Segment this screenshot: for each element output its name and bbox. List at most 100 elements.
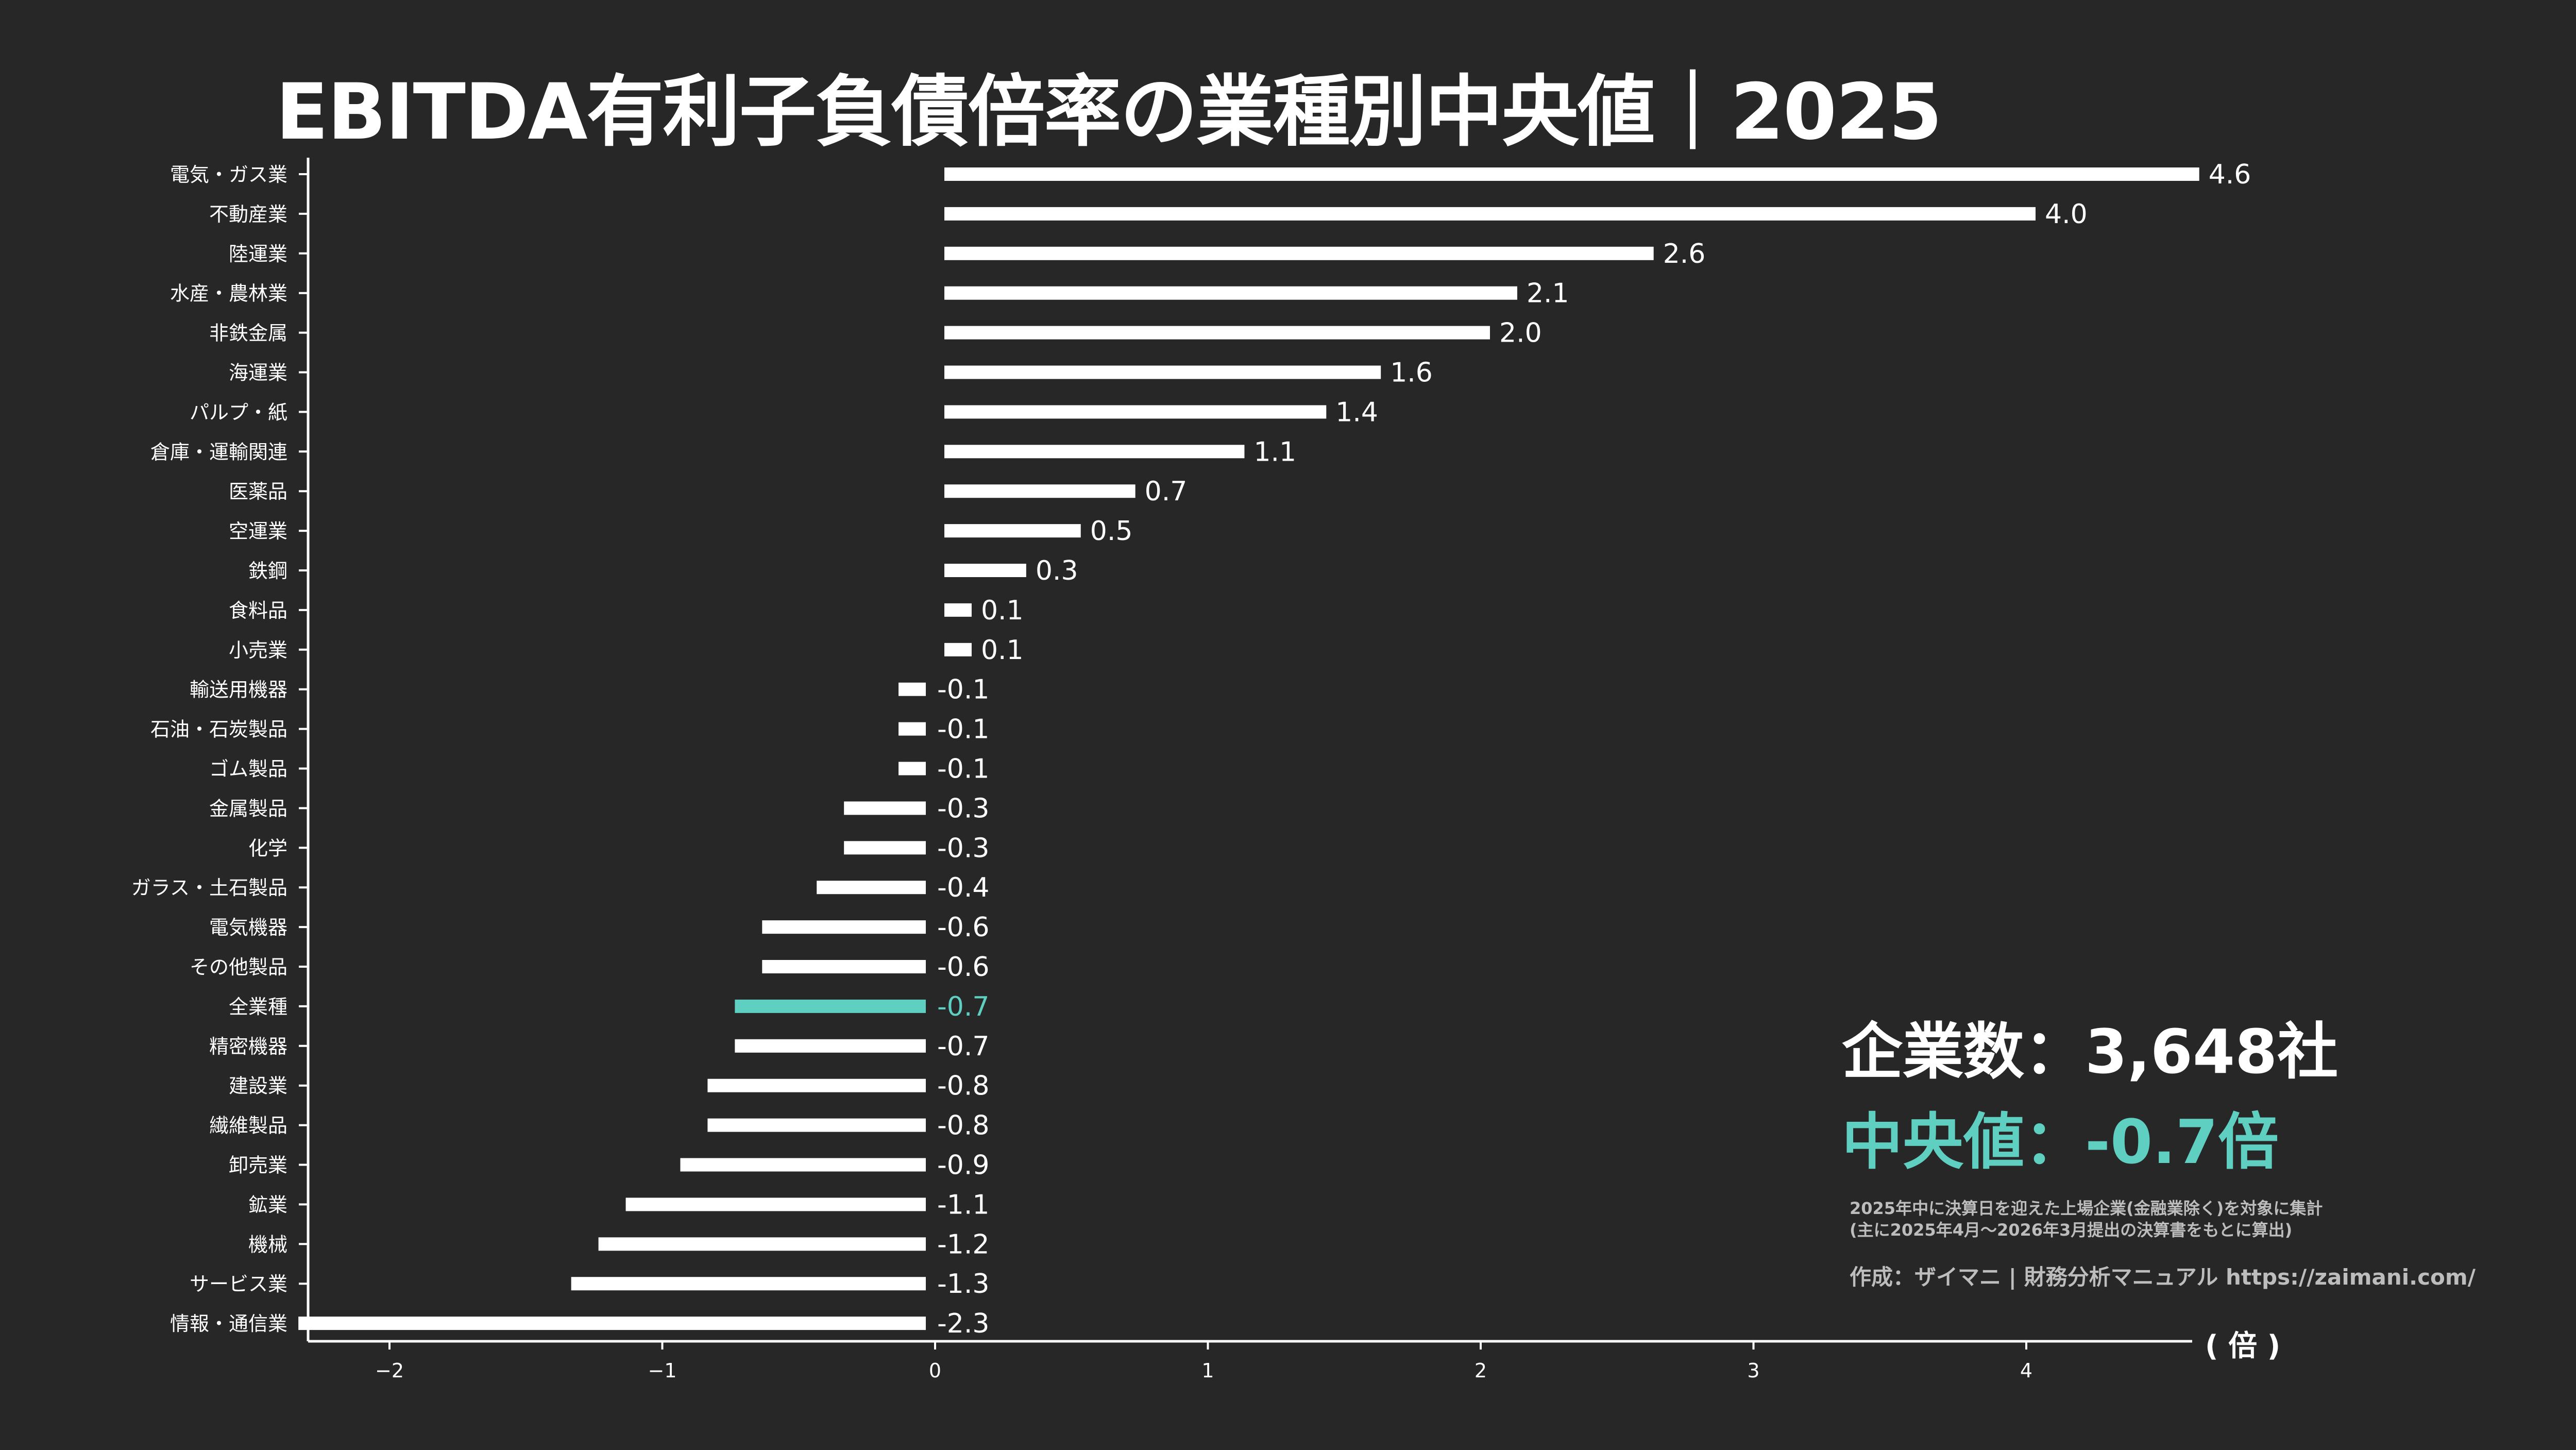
bar (944, 326, 1490, 340)
data-label: -0.3 (937, 793, 989, 824)
x-tick-label: 2 (1475, 1359, 1487, 1382)
category-label: 全業種 (229, 996, 287, 1018)
category-label: 陸運業 (229, 243, 287, 265)
bar (944, 207, 2036, 221)
data-label: 2.0 (1499, 318, 1542, 349)
category-label: その他製品 (190, 956, 287, 979)
data-label: 2.1 (1527, 278, 1569, 309)
bar (762, 920, 926, 934)
bar (944, 603, 972, 617)
category-label: 非鉄金属 (209, 322, 287, 345)
category-label: 海運業 (229, 362, 287, 384)
data-label: 0.1 (981, 635, 1024, 666)
data-label: -1.3 (937, 1269, 989, 1300)
category-label: 石油・石炭製品 (150, 718, 287, 741)
category-label: 電気機器 (209, 916, 287, 939)
x-tick-label: 1 (1201, 1359, 1214, 1382)
data-label: -0.6 (937, 912, 989, 943)
data-label: -0.4 (937, 872, 989, 903)
bar (735, 999, 926, 1013)
company-count: 企業数：3,648社 (1842, 1016, 2338, 1087)
bars (298, 167, 2199, 1330)
bar (598, 1237, 926, 1251)
category-label: 食料品 (229, 599, 287, 622)
x-tick-label: −1 (648, 1359, 676, 1382)
bar (844, 801, 926, 815)
category-label: 卸売業 (229, 1154, 287, 1177)
bar (680, 1158, 926, 1172)
bar (944, 445, 1245, 459)
category-label: 輸送用機器 (190, 679, 287, 701)
data-label: 2.6 (1663, 239, 1706, 269)
category-label: 金属製品 (209, 797, 287, 820)
credit: 作成：ザイマニ | 財務分析マニュアル https://zaimani.com/ (1850, 1264, 2476, 1290)
category-label: サービス業 (190, 1273, 287, 1295)
category-label: 繊維製品 (209, 1115, 287, 1137)
bar (571, 1277, 926, 1291)
category-label: 機械 (248, 1233, 287, 1256)
data-label: -2.3 (937, 1308, 989, 1339)
data-label: -0.9 (937, 1150, 989, 1181)
bar (707, 1078, 926, 1092)
bar (899, 682, 926, 696)
category-label: 医薬品 (229, 480, 287, 503)
bar (707, 1118, 926, 1132)
data-label: -0.7 (937, 991, 989, 1022)
category-label: 不動産業 (209, 203, 287, 226)
x-tick-label: 3 (1747, 1359, 1759, 1382)
data-label: -0.6 (937, 952, 989, 983)
category-label: ゴム製品 (209, 758, 287, 781)
bar (735, 1039, 926, 1053)
category-label: 空運業 (229, 520, 287, 543)
data-label: -0.1 (937, 714, 989, 745)
axes (299, 158, 2192, 1343)
bar (944, 564, 1026, 577)
data-label: -0.7 (937, 1031, 989, 1062)
x-tick-label: −2 (375, 1359, 404, 1382)
bar (944, 405, 1327, 419)
data-label: -0.3 (937, 833, 989, 864)
x-ticks: −2 −1 0 1 2 3 4 (375, 1341, 2032, 1382)
note-line-1: 2025年中に決算日を迎えた上場企業(金融業除く)を対象に集計 (1850, 1199, 2323, 1218)
category-label: 水産・農林業 (170, 282, 287, 305)
data-label: 0.7 (1145, 476, 1188, 507)
data-label: -0.1 (937, 675, 989, 705)
category-label: 化学 (248, 837, 287, 859)
category-label: パルプ・紙 (190, 401, 287, 424)
value-labels: 4.6 4.0 2.6 2.1 2.0 1.6 1.4 1.1 0.7 0.5 0.3 0.1 0.1 -… (937, 159, 2251, 1339)
category-label: 電気・ガス業 (170, 163, 287, 186)
category-label: 鉱業 (248, 1193, 287, 1216)
category-label: 小売業 (229, 639, 287, 662)
note-line-2: (主に2025年4月〜2026年3月提出の決算書をもとに算出) (1850, 1220, 2293, 1240)
bar (944, 365, 1381, 379)
data-label: -1.2 (937, 1229, 989, 1260)
data-label: 1.1 (1253, 436, 1296, 467)
bar (899, 762, 926, 775)
bar (944, 643, 972, 656)
data-label: -0.1 (937, 754, 989, 785)
bar (944, 246, 1654, 260)
bar (944, 286, 1517, 300)
x-tick-label: 0 (929, 1359, 941, 1382)
bar (899, 722, 926, 736)
category-label: 精密機器 (209, 1035, 287, 1058)
data-label: 1.6 (1390, 358, 1433, 389)
bar (944, 524, 1081, 538)
data-label: 0.5 (1090, 516, 1133, 547)
data-label: 0.3 (1036, 555, 1078, 586)
data-label: 1.4 (1335, 397, 1378, 428)
category-label: ガラス・土石製品 (131, 876, 287, 899)
bar (944, 167, 2199, 181)
bar (625, 1198, 926, 1211)
data-label: -1.1 (937, 1189, 989, 1220)
category-label: 倉庫・運輸関連 (150, 441, 287, 463)
category-label: 建設業 (229, 1075, 287, 1098)
category-label: 鉄鋼 (248, 560, 287, 582)
data-label: -0.8 (937, 1110, 989, 1141)
category-labels: 電気・ガス業不動産業陸運業水産・農林業非鉄金属海運業パルプ・紙倉庫・運輸関連医薬… (131, 163, 287, 1335)
data-label: -0.8 (937, 1071, 989, 1102)
category-label: 情報・通信業 (170, 1312, 287, 1335)
bar (944, 484, 1136, 498)
unit-label: ( 倍 ) (2205, 1329, 2281, 1363)
